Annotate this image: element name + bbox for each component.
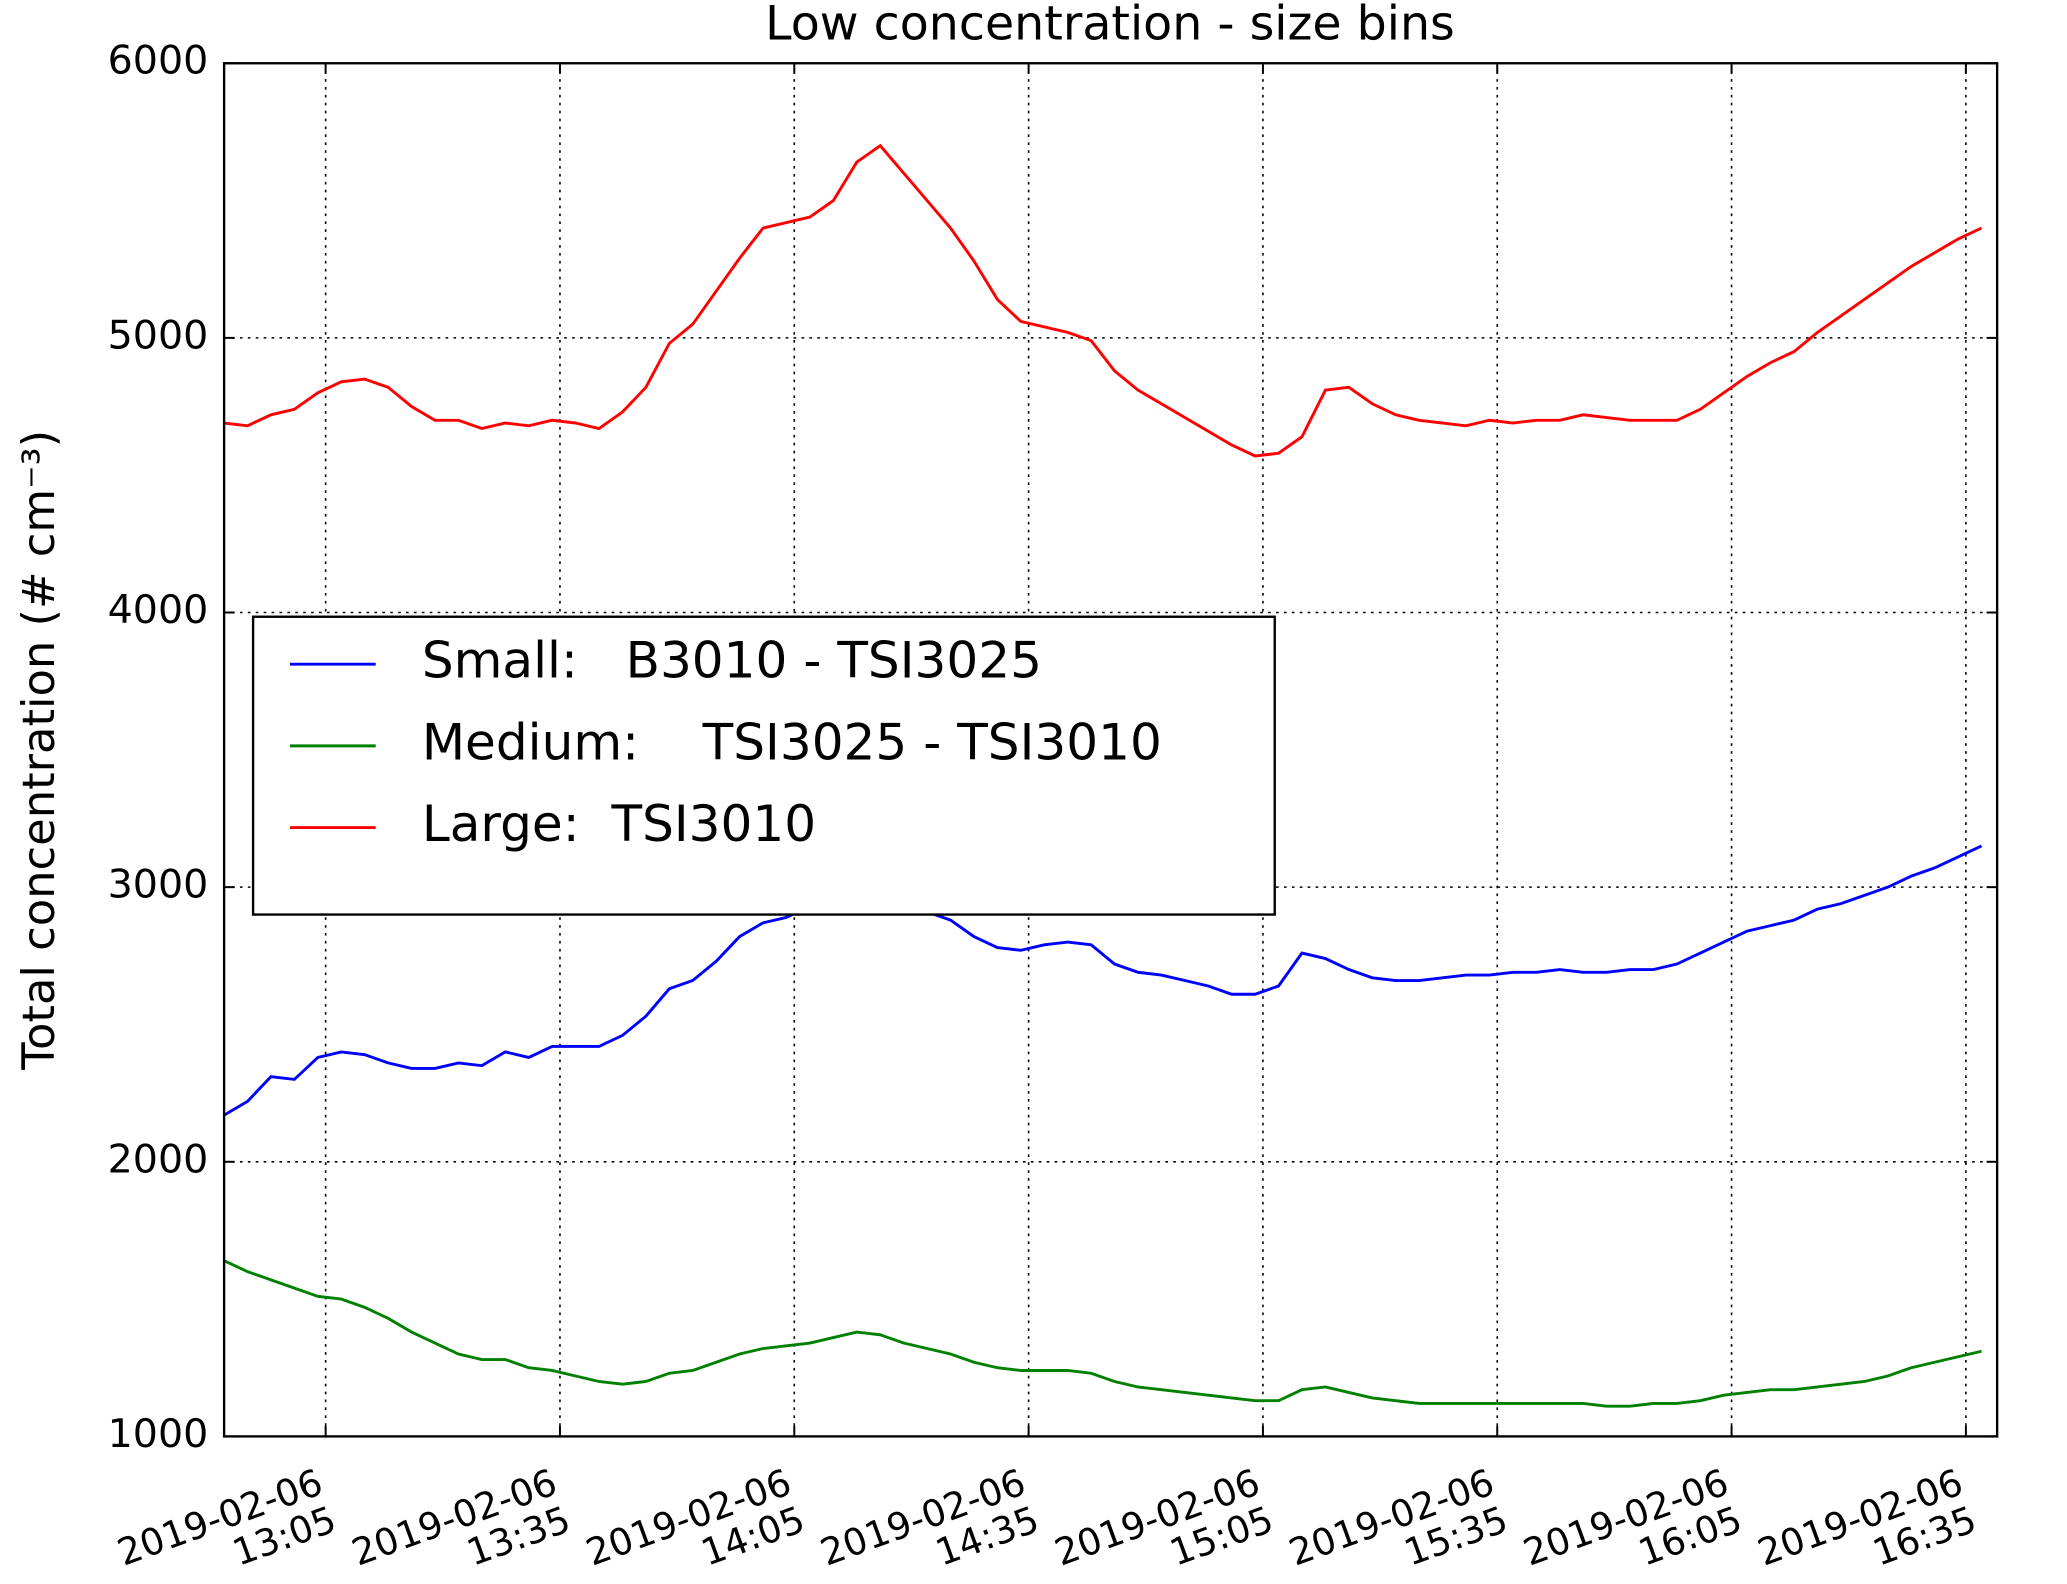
x-tick-label: 2019-02-0615:05: [1049, 1461, 1279, 1584]
x-tick-label: 2019-02-0615:35: [1283, 1461, 1513, 1584]
x-tick-label: 2019-02-0613:05: [112, 1461, 342, 1584]
y-tick-label: 4000: [108, 587, 209, 633]
legend-label: Large: TSI3010: [422, 795, 816, 853]
y-tick-label: 6000: [108, 38, 209, 84]
x-tick-label: 2019-02-0614:35: [815, 1461, 1045, 1584]
y-tick-label: 1000: [108, 1411, 209, 1457]
x-tick-label: 2019-02-0616:05: [1518, 1461, 1748, 1584]
series-line: [223, 143, 1983, 458]
x-tick-label: 2019-02-0616:35: [1752, 1461, 1982, 1584]
legend-label: Medium: TSI3025 - TSI3010: [422, 713, 1162, 771]
x-tick-label: 2019-02-0613:35: [346, 1461, 576, 1584]
chart-title: Low concentration - size bins: [765, 0, 1455, 51]
legend-label: Small: B3010 - TSI3025: [422, 632, 1042, 690]
y-tick-label: 2000: [108, 1136, 209, 1182]
legend-box: [251, 615, 1276, 916]
y-tick-label: 3000: [108, 862, 209, 908]
y-tick-label: 5000: [108, 312, 209, 358]
y-axis-label: Total concentration (# cm⁻³): [12, 430, 65, 1071]
series-line: [223, 1259, 1982, 1408]
series-line: [223, 844, 1983, 1117]
plot-frame: [222, 62, 1999, 1438]
x-tick-label: 2019-02-0614:05: [581, 1461, 811, 1584]
